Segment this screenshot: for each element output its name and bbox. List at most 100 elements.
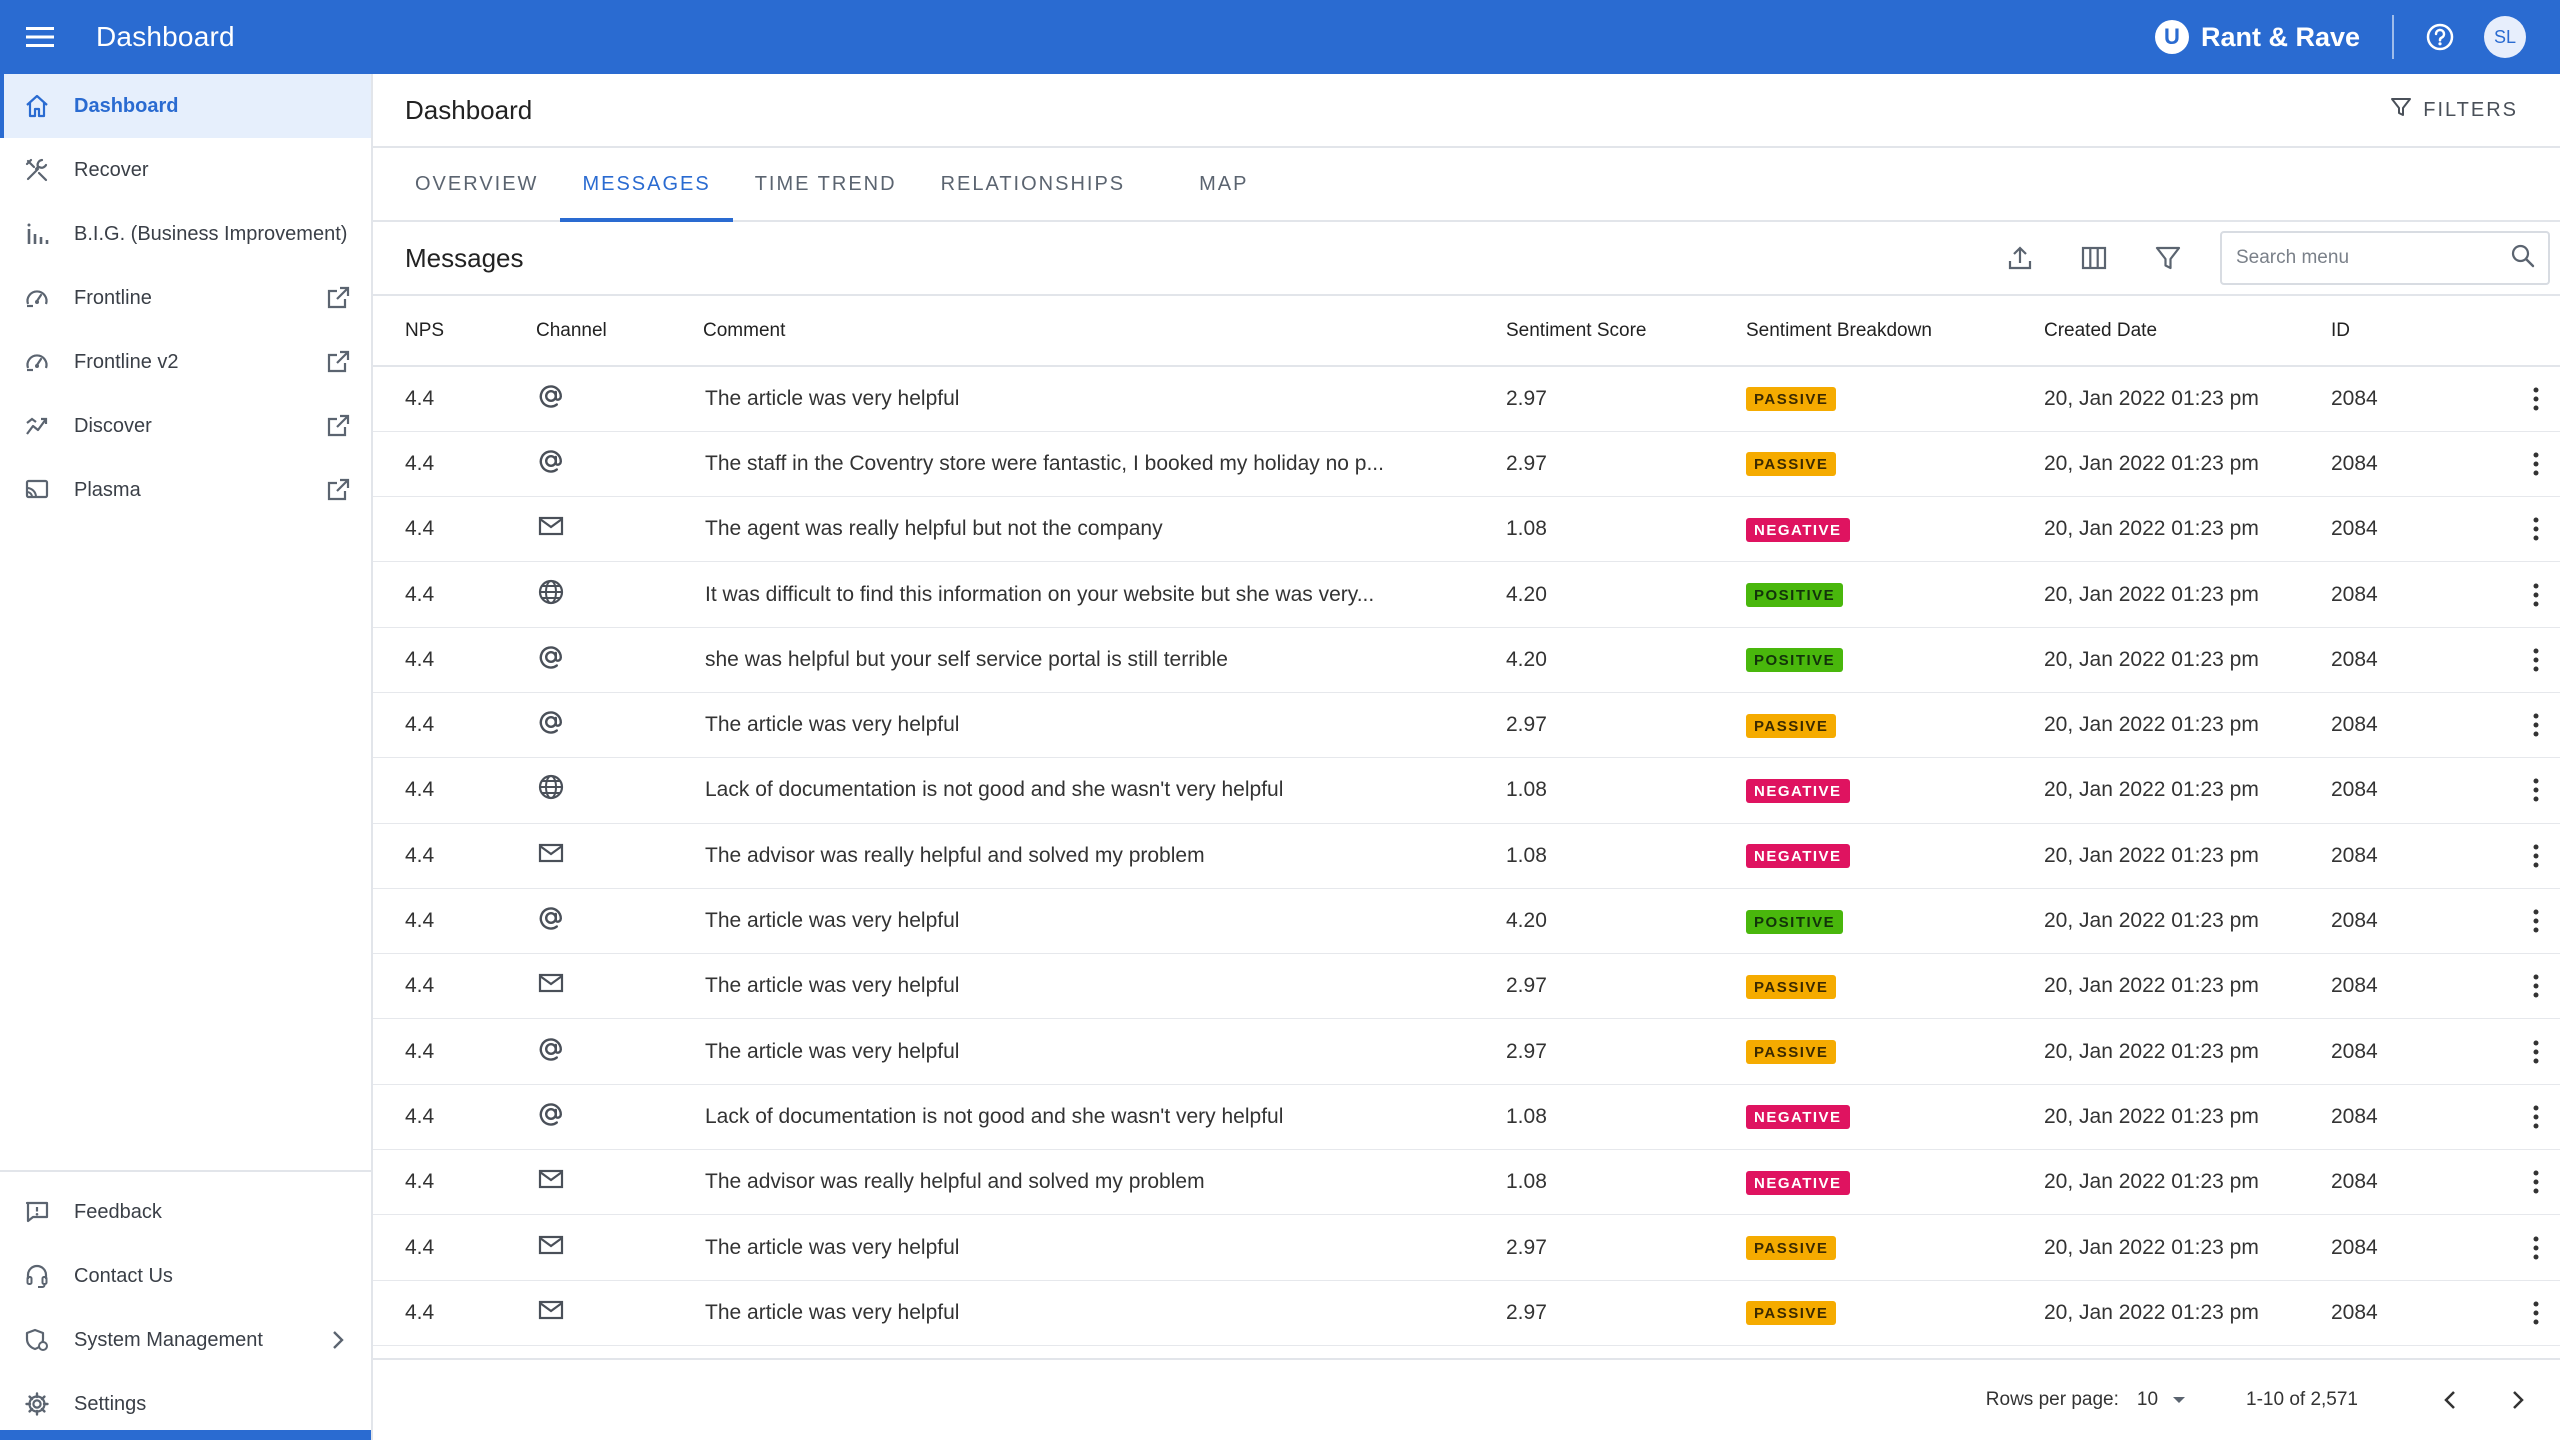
id-cell: 2084	[2331, 1170, 2378, 1194]
export-icon[interactable]	[1998, 236, 2042, 280]
sentiment-badge: NEGATIVE	[1746, 1170, 1850, 1195]
more-options-icon[interactable]	[2511, 972, 2560, 1000]
id-cell: 2084	[2331, 517, 2378, 541]
table-row[interactable]: 4.4 The article was very helpful 2.97 PASSI…	[373, 366, 2560, 432]
more-options-icon[interactable]	[2511, 1234, 2560, 1262]
columns-icon[interactable]	[2072, 236, 2116, 280]
nps-cell: 4.4	[405, 386, 435, 410]
more-options-icon[interactable]	[2511, 776, 2560, 804]
tab-messages[interactable]: MESSAGES	[560, 148, 733, 222]
more-options-icon[interactable]	[2511, 450, 2560, 478]
id-cell: 2084	[2331, 582, 2378, 606]
actions-cell	[2479, 758, 2560, 823]
column-header-created-date[interactable]: Created Date	[2044, 319, 2158, 341]
sidebar-item-feedback[interactable]: Feedback	[0, 1180, 371, 1244]
sentiment-badge: PASSIVE	[1746, 713, 1837, 738]
tab-map[interactable]: MAP	[1199, 172, 1249, 195]
sidebar-item-label: Settings	[74, 1392, 147, 1415]
more-options-icon[interactable]	[2511, 581, 2560, 609]
created-date-cell: 20, Jan 2022 01:23 pm	[2044, 451, 2259, 475]
search-input[interactable]	[2236, 247, 2510, 269]
sidebar-item-frontline[interactable]: Frontline	[0, 266, 371, 330]
sentiment-score-cell: 2.97	[1506, 1235, 1547, 1259]
sidebar: Dashboard Recover B.I.G. (Business Improve…	[0, 74, 373, 1440]
sentiment-breakdown-cell: NEGATIVE	[1714, 758, 2012, 823]
filters-button[interactable]: FILTERS	[2389, 95, 2518, 125]
sidebar-item-contact-us[interactable]: Contact Us	[0, 1244, 371, 1308]
column-header-sentiment-breakdown[interactable]: Sentiment Breakdown	[1746, 319, 1932, 341]
table-row[interactable]: 4.4 The article was very helpful 2.97 PASSI…	[373, 1215, 2560, 1281]
more-options-icon[interactable]	[2511, 1299, 2560, 1327]
actions-cell	[2479, 1280, 2560, 1345]
more-options-icon[interactable]	[2511, 1038, 2560, 1066]
channel-cell	[504, 366, 671, 431]
sidebar-item-plasma[interactable]: Plasma	[0, 458, 371, 522]
sentiment-breakdown-cell: NEGATIVE	[1714, 1084, 2012, 1149]
column-header-channel[interactable]: Channel	[536, 319, 607, 341]
next-page-icon[interactable]	[2496, 1378, 2540, 1422]
external-link-icon[interactable]	[321, 345, 355, 379]
column-header-id[interactable]: ID	[2331, 319, 2350, 341]
actions-cell	[2479, 1215, 2560, 1280]
help-icon[interactable]	[2420, 17, 2460, 57]
more-options-icon[interactable]	[2511, 385, 2560, 413]
table-row[interactable]: 4.4 It was difficult to find this informa…	[373, 562, 2560, 628]
more-options-icon[interactable]	[2511, 842, 2560, 870]
home-icon	[20, 89, 54, 123]
column-header-comment[interactable]: Comment	[703, 319, 786, 341]
nps-cell: 4.4	[405, 451, 435, 475]
tab-relationships[interactable]: RELATIONSHIPS	[940, 172, 1126, 195]
table-row[interactable]: 4.4 she was helpful but your self service…	[373, 627, 2560, 693]
table-row[interactable]: 4.4 The article was very helpful 2.97 PASSI…	[373, 692, 2560, 758]
sidebar-item-discover[interactable]: Discover	[0, 394, 371, 458]
hamburger-menu-icon[interactable]	[20, 17, 60, 57]
table-row[interactable]: 4.4 Lack of documentation is not good and…	[373, 758, 2560, 824]
previous-page-icon[interactable]	[2428, 1378, 2472, 1422]
more-options-icon[interactable]	[2511, 711, 2560, 739]
table-row[interactable]: 4.4 The article was very helpful 2.97 PASSI…	[373, 954, 2560, 1019]
pagination-range: 1-10 of 2,571	[2246, 1389, 2358, 1410]
external-link-icon[interactable]	[321, 281, 355, 315]
brand-name: Rant & Rave	[2200, 21, 2360, 52]
table-row[interactable]: 4.4 The advisor was really helpful and so…	[373, 1150, 2560, 1215]
channel-cell	[504, 1019, 671, 1084]
sidebar-item-recover[interactable]: Recover	[0, 138, 371, 202]
more-options-icon[interactable]	[2511, 646, 2560, 674]
rows-per-page-select[interactable]: 10	[2137, 1389, 2186, 1411]
tab-overview[interactable]: OVERVIEW	[415, 172, 539, 195]
more-options-icon[interactable]	[2511, 1168, 2560, 1196]
external-link-icon[interactable]	[321, 473, 355, 507]
actions-cell	[2479, 497, 2560, 562]
search-icon[interactable]	[2510, 243, 2536, 274]
external-link-icon[interactable]	[321, 409, 355, 443]
table-row[interactable]: 4.4 The agent was really helpful but not …	[373, 497, 2560, 562]
tab-time-trend[interactable]: TIME TREND	[754, 172, 897, 195]
sidebar-item-frontline-v2[interactable]: Frontline v2	[0, 330, 371, 394]
column-header-sentiment-score[interactable]: Sentiment Score	[1506, 319, 1647, 341]
table-row[interactable]: 4.4 The advisor was really helpful and so…	[373, 823, 2560, 889]
table-filter-icon[interactable]	[2146, 236, 2190, 280]
more-options-icon[interactable]	[2511, 907, 2560, 935]
column-header-nps[interactable]: NPS	[405, 319, 445, 341]
table-row[interactable]: 4.4 The article was very helpful 2.97 PASSI…	[373, 1280, 2560, 1346]
sidebar-item-dashboard[interactable]: Dashboard	[0, 74, 371, 138]
more-options-icon[interactable]	[2511, 1103, 2560, 1131]
sidebar-item-settings[interactable]: Settings	[0, 1372, 371, 1436]
created-date-cell: 20, Jan 2022 01:23 pm	[2044, 778, 2259, 802]
table-row[interactable]: 4.4 Lack of documentation is not good and…	[373, 1084, 2560, 1150]
more-options-icon[interactable]	[2511, 515, 2560, 543]
sidebar-item-b-i-g-business-improvement[interactable]: B.I.G. (Business Improvement)	[0, 202, 371, 266]
email-at-icon	[536, 1103, 566, 1134]
sentiment-badge: PASSIVE	[1746, 1236, 1837, 1260]
filter-icon	[2389, 95, 2413, 125]
user-avatar[interactable]: SL	[2484, 16, 2526, 58]
created-date-cell: 20, Jan 2022 01:23 pm	[2044, 1170, 2259, 1194]
table-row[interactable]: 4.4 The article was very helpful 2.97 PASSI…	[373, 1019, 2560, 1085]
table-row[interactable]: 4.4 The staff in the Coventry store were …	[373, 431, 2560, 497]
sidebar-item-label: B.I.G. (Business Improvement)	[74, 222, 348, 245]
gauge-icon	[20, 345, 54, 379]
search-field[interactable]	[2220, 231, 2550, 285]
sidebar-item-system-management[interactable]: System Management	[0, 1308, 371, 1372]
table-row[interactable]: 4.4 The article was very helpful 4.20 POSIT…	[373, 888, 2560, 954]
email-at-icon	[536, 450, 566, 481]
